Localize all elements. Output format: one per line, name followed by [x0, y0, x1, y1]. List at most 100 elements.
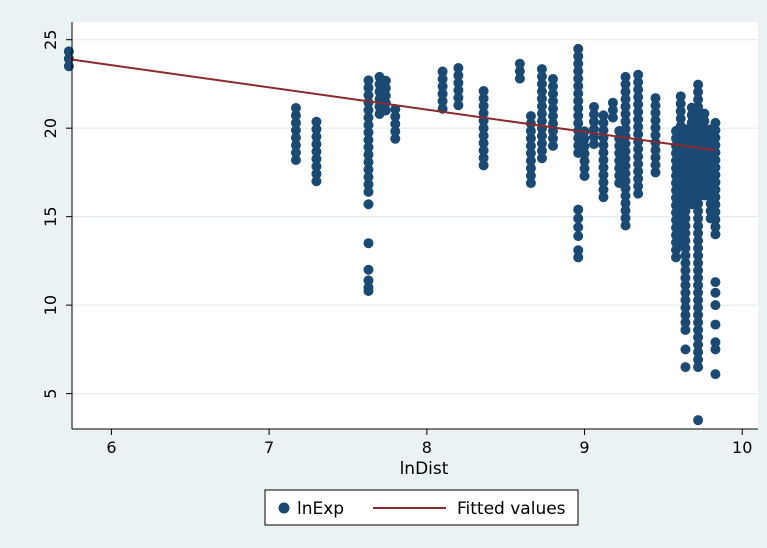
- data-point: [675, 91, 686, 102]
- data-point: [675, 113, 686, 124]
- data-point: [693, 332, 704, 343]
- y-tick-label: 20: [41, 118, 60, 138]
- data-point: [579, 156, 590, 167]
- data-point: [680, 243, 691, 254]
- data-point: [710, 319, 721, 330]
- y-tick-label: 10: [41, 295, 60, 315]
- data-point: [680, 317, 691, 328]
- data-point: [536, 145, 547, 156]
- data-point: [699, 108, 710, 119]
- data-point: [311, 139, 322, 150]
- data-point: [478, 86, 489, 97]
- data-point: [693, 354, 704, 365]
- data-point: [437, 96, 448, 107]
- data-point: [579, 141, 590, 152]
- data-point: [693, 302, 704, 313]
- data-point: [290, 125, 301, 136]
- data-point: [680, 228, 691, 239]
- data-point: [390, 104, 401, 115]
- data-point: [363, 157, 374, 168]
- data-point: [390, 126, 401, 137]
- data-point: [650, 107, 661, 118]
- data-point: [680, 205, 691, 216]
- data-point: [633, 106, 644, 117]
- data-point: [693, 287, 704, 298]
- data-point: [693, 265, 704, 276]
- data-point: [478, 100, 489, 111]
- data-point: [710, 287, 721, 298]
- data-point: [380, 75, 391, 86]
- data-point: [573, 51, 584, 62]
- data-point: [650, 152, 661, 163]
- data-point: [573, 88, 584, 99]
- data-point: [693, 317, 704, 328]
- data-point: [693, 258, 704, 269]
- data-point: [693, 94, 704, 105]
- data-point: [633, 121, 644, 132]
- data-point: [607, 97, 618, 108]
- data-point: [573, 222, 584, 233]
- data-point: [598, 125, 609, 136]
- data-point: [710, 169, 721, 180]
- data-point: [363, 142, 374, 153]
- data-point: [693, 324, 704, 335]
- data-point: [290, 147, 301, 158]
- data-point: [710, 300, 721, 311]
- data-point: [598, 110, 609, 121]
- data-point: [693, 205, 704, 216]
- data-point: [620, 153, 631, 164]
- data-point: [514, 66, 525, 77]
- data-point: [363, 149, 374, 160]
- data-point: [363, 238, 374, 249]
- data-point: [573, 213, 584, 224]
- data-point: [607, 112, 618, 123]
- data-point: [311, 161, 322, 172]
- data-point: [63, 46, 74, 57]
- data-point: [710, 337, 721, 348]
- data-point: [693, 415, 704, 426]
- data-point: [710, 229, 721, 240]
- data-point: [453, 85, 464, 96]
- data-point: [675, 106, 686, 117]
- data-point: [710, 277, 721, 288]
- data-point: [547, 88, 558, 99]
- data-point: [693, 228, 704, 239]
- data-point: [311, 124, 322, 135]
- data-point: [680, 213, 691, 224]
- data-point: [573, 43, 584, 54]
- legend: lnExp Fitted values: [264, 489, 579, 526]
- legend-label-fitted: Fitted values: [457, 499, 566, 519]
- data-point: [620, 138, 631, 149]
- data-point: [620, 205, 631, 216]
- plot-area: [72, 22, 758, 429]
- data-point: [573, 231, 584, 242]
- data-point: [290, 155, 301, 166]
- data-point: [588, 124, 599, 135]
- data-point: [633, 144, 644, 155]
- data-point: [363, 285, 374, 296]
- data-point: [598, 162, 609, 173]
- data-point: [453, 70, 464, 81]
- data-point: [514, 73, 525, 84]
- data-point: [633, 188, 644, 199]
- data-point: [363, 90, 374, 101]
- data-point: [693, 235, 704, 246]
- data-point: [478, 145, 489, 156]
- data-point: [453, 63, 464, 74]
- data-point: [363, 119, 374, 130]
- data-point: [547, 133, 558, 144]
- data-point: [573, 118, 584, 129]
- data-point: [620, 183, 631, 194]
- data-point: [63, 53, 74, 64]
- data-point: [710, 344, 721, 355]
- data-point: [710, 140, 721, 151]
- axes: 6 7 8 9 10 5 10 15 20 25: [41, 22, 758, 457]
- data-point: [311, 131, 322, 142]
- data-point: [710, 199, 721, 210]
- data-point: [453, 92, 464, 103]
- data-point: [525, 178, 536, 189]
- data-point: [680, 280, 691, 291]
- data-point: [579, 163, 590, 174]
- data-point: [620, 94, 631, 105]
